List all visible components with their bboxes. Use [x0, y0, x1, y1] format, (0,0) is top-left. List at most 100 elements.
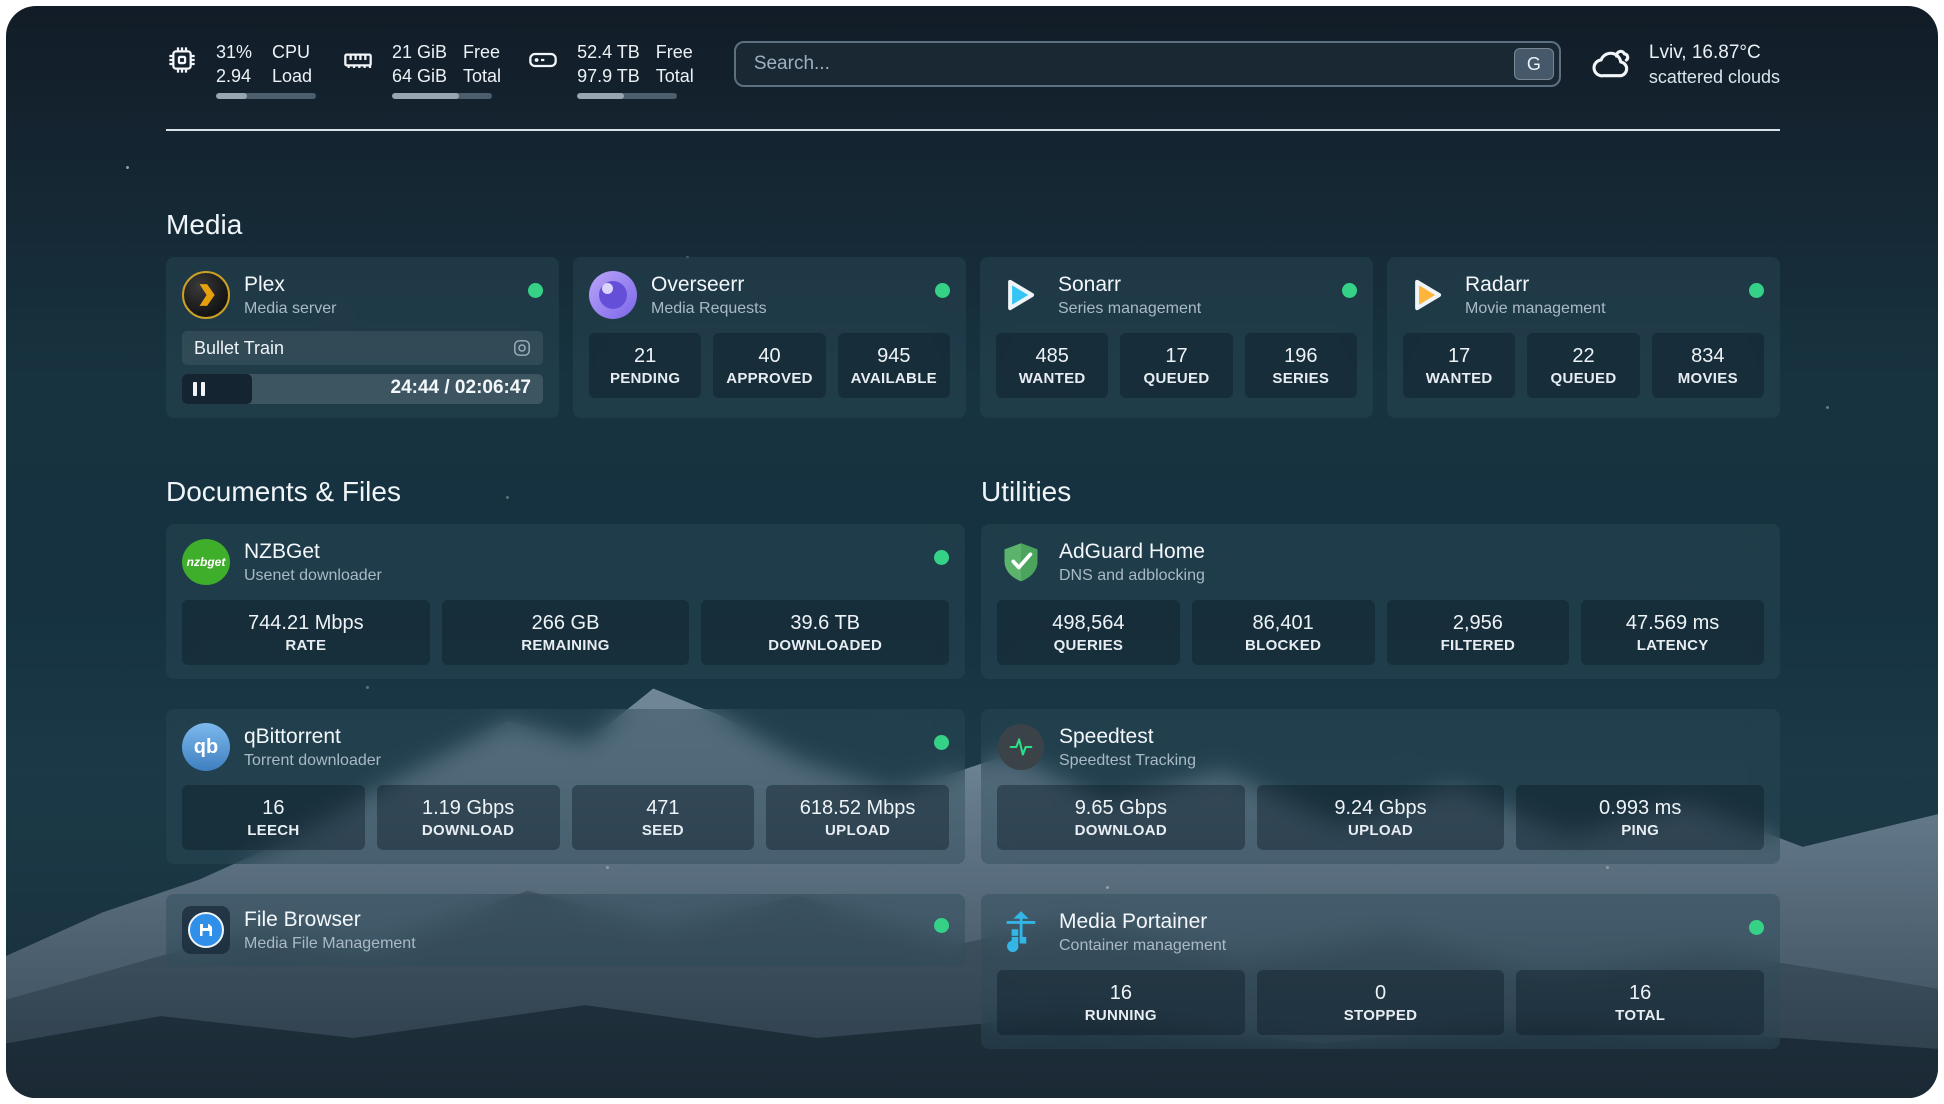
stat-ping: 0.993 ms PING [1516, 785, 1765, 850]
card-adguard[interactable]: AdGuard Home DNS and adblocking 498,564 Q… [981, 524, 1780, 679]
sonarr-subtitle: Series management [1058, 300, 1202, 317]
search-bar[interactable]: G [733, 41, 1561, 87]
snow-specks [126, 166, 129, 169]
sonarr-title: Sonarr [1058, 273, 1122, 296]
plex-now-playing-title: Bullet Train [194, 337, 285, 358]
card-plex[interactable]: Plex Media server Bullet Train [166, 257, 559, 418]
section-title-utilities: Utilities [981, 476, 1072, 507]
weather-location-temp: Lviv, 16.87°C [1648, 42, 1761, 63]
card-qbittorrent[interactable]: qb qBittorrent Torrent downloader 16 LEEC… [166, 709, 965, 864]
overseerr-status-dot [935, 283, 950, 298]
nzbget-title: NZBGet [244, 540, 320, 563]
card-speedtest[interactable]: Speedtest Speedtest Tracking 9.65 Gbps DO… [981, 709, 1780, 864]
card-sonarr[interactable]: Sonarr Series management 485 WANTED 17 QUE… [980, 257, 1373, 418]
stat-running: 16 RUNNING [997, 970, 1245, 1035]
qbittorrent-icon: qb [182, 723, 230, 771]
stat-leech: 16 LEECH [182, 785, 365, 850]
adguard-icon [997, 538, 1045, 586]
plex-title: Plex [244, 273, 285, 296]
section-media: Media Plex Media server [166, 209, 1780, 418]
cpu-usage-bar [216, 93, 316, 99]
card-filebrowser[interactable]: File Browser Media File Management [166, 894, 965, 966]
stat-seed: 471 SEED [571, 785, 755, 850]
speedtest-icon [997, 723, 1045, 771]
stat-upload: 618.52 Mbps UPLOAD [766, 785, 949, 850]
stat-wanted: 485 WANTED [996, 333, 1109, 398]
stat-queries: 498,564 QUERIES [997, 600, 1180, 665]
filebrowser-title: File Browser [244, 908, 361, 931]
disk-usage-bar [577, 93, 678, 99]
stat-download: 1.19 Gbps DOWNLOAD [376, 785, 560, 850]
plex-now-playing: Bullet Train [182, 331, 543, 365]
stat-series: 196 SERIES [1244, 333, 1357, 398]
card-portainer[interactable]: Media Portainer Container management 16 R… [981, 894, 1780, 1049]
card-overseerr[interactable]: Overseerr Media Requests 21 PENDING 40 APP… [573, 257, 966, 418]
radarr-status-dot [1749, 283, 1764, 298]
search-provider-button[interactable]: G [1513, 48, 1554, 80]
overseerr-icon [589, 271, 637, 319]
plex-icon [182, 271, 230, 319]
disk-drive-icon [527, 44, 561, 81]
pause-icon [193, 382, 205, 396]
weather-condition: scattered clouds [1648, 67, 1780, 87]
cpu-widget: 31% 2.94 CPU Load [166, 40, 316, 99]
weather-widget: Lviv, 16.87°C scattered clouds [1589, 40, 1780, 90]
stat-available: 945 AVAILABLE [837, 333, 950, 398]
stat-rate: 744.21 Mbps RATE [182, 600, 430, 665]
cloud-icon [1589, 43, 1635, 88]
filebrowser-subtitle: Media File Management [244, 935, 416, 952]
filebrowser-status-dot [934, 918, 949, 933]
card-nzbget[interactable]: nzbget NZBGet Usenet downloader 744.21 M… [166, 524, 965, 679]
radarr-subtitle: Movie management [1465, 300, 1606, 317]
stat-queued: 22 QUEUED [1527, 333, 1640, 398]
portainer-icon [997, 908, 1045, 956]
plex-status-dot [528, 283, 543, 298]
portainer-subtitle: Container management [1059, 937, 1227, 954]
memory-values: 21 GiB 64 GiB [392, 42, 448, 86]
stat-approved: 40 APPROVED [713, 333, 826, 398]
plex-session-icon [513, 339, 531, 357]
stat-queued: 17 QUEUED [1120, 333, 1233, 398]
stat-stopped: 0 STOPPED [1256, 970, 1505, 1035]
qbittorrent-title: qBittorrent [244, 725, 341, 748]
section-title-documents: Documents & Files [166, 476, 401, 507]
memory-usage-bar [392, 93, 492, 99]
portainer-title: Media Portainer [1059, 910, 1208, 933]
search-input[interactable] [751, 52, 1514, 76]
nzbget-icon: nzbget [182, 538, 230, 586]
filebrowser-icon [182, 906, 230, 954]
disk-values: 52.4 TB 97.9 TB [577, 42, 640, 86]
cpu-labels: CPU Load [271, 42, 313, 86]
speedtest-title: Speedtest [1059, 725, 1154, 748]
card-radarr[interactable]: Radarr Movie management 17 WANTED 22 QUEUE… [1387, 257, 1780, 418]
ram-icon [342, 44, 376, 81]
overseerr-title: Overseerr [651, 273, 745, 296]
section-title-media: Media [166, 209, 243, 240]
stat-pending: 21 PENDING [589, 333, 702, 398]
radarr-title: Radarr [1465, 273, 1530, 296]
sonarr-icon [996, 271, 1044, 319]
plex-progress-bar: 24:44 / 02:06:47 [182, 374, 543, 404]
speedtest-subtitle: Speedtest Tracking [1059, 752, 1196, 769]
adguard-subtitle: DNS and adblocking [1059, 567, 1205, 584]
nzbget-subtitle: Usenet downloader [244, 567, 382, 584]
radarr-icon [1403, 271, 1451, 319]
section-documents: Documents & Files nzbget NZBGet Usenet d… [166, 476, 965, 1079]
disk-labels: Free Total [655, 42, 694, 86]
cpu-chip-icon [166, 44, 200, 81]
memory-labels: Free Total [463, 42, 502, 86]
overseerr-subtitle: Media Requests [651, 300, 767, 317]
disk-widget: 52.4 TB 97.9 TB Free Total [527, 40, 694, 99]
qbittorrent-status-dot [934, 735, 949, 750]
topbar-divider [166, 129, 1780, 131]
stat-wanted: 17 WANTED [1403, 333, 1516, 398]
dashboard-frame: 31% 2.94 CPU Load 21 GiB 64 [6, 6, 1938, 1098]
qbittorrent-subtitle: Torrent downloader [244, 752, 381, 769]
stat-latency: 47.569 ms LATENCY [1581, 600, 1764, 665]
memory-widget: 21 GiB 64 GiB Free Total [342, 40, 501, 99]
top-bar: 31% 2.94 CPU Load 21 GiB 64 [166, 40, 1780, 99]
section-utilities: Utilities AdGuard Home [981, 476, 1780, 1079]
stat-download: 9.65 Gbps DOWNLOAD [997, 785, 1245, 850]
adguard-title: AdGuard Home [1059, 540, 1205, 563]
